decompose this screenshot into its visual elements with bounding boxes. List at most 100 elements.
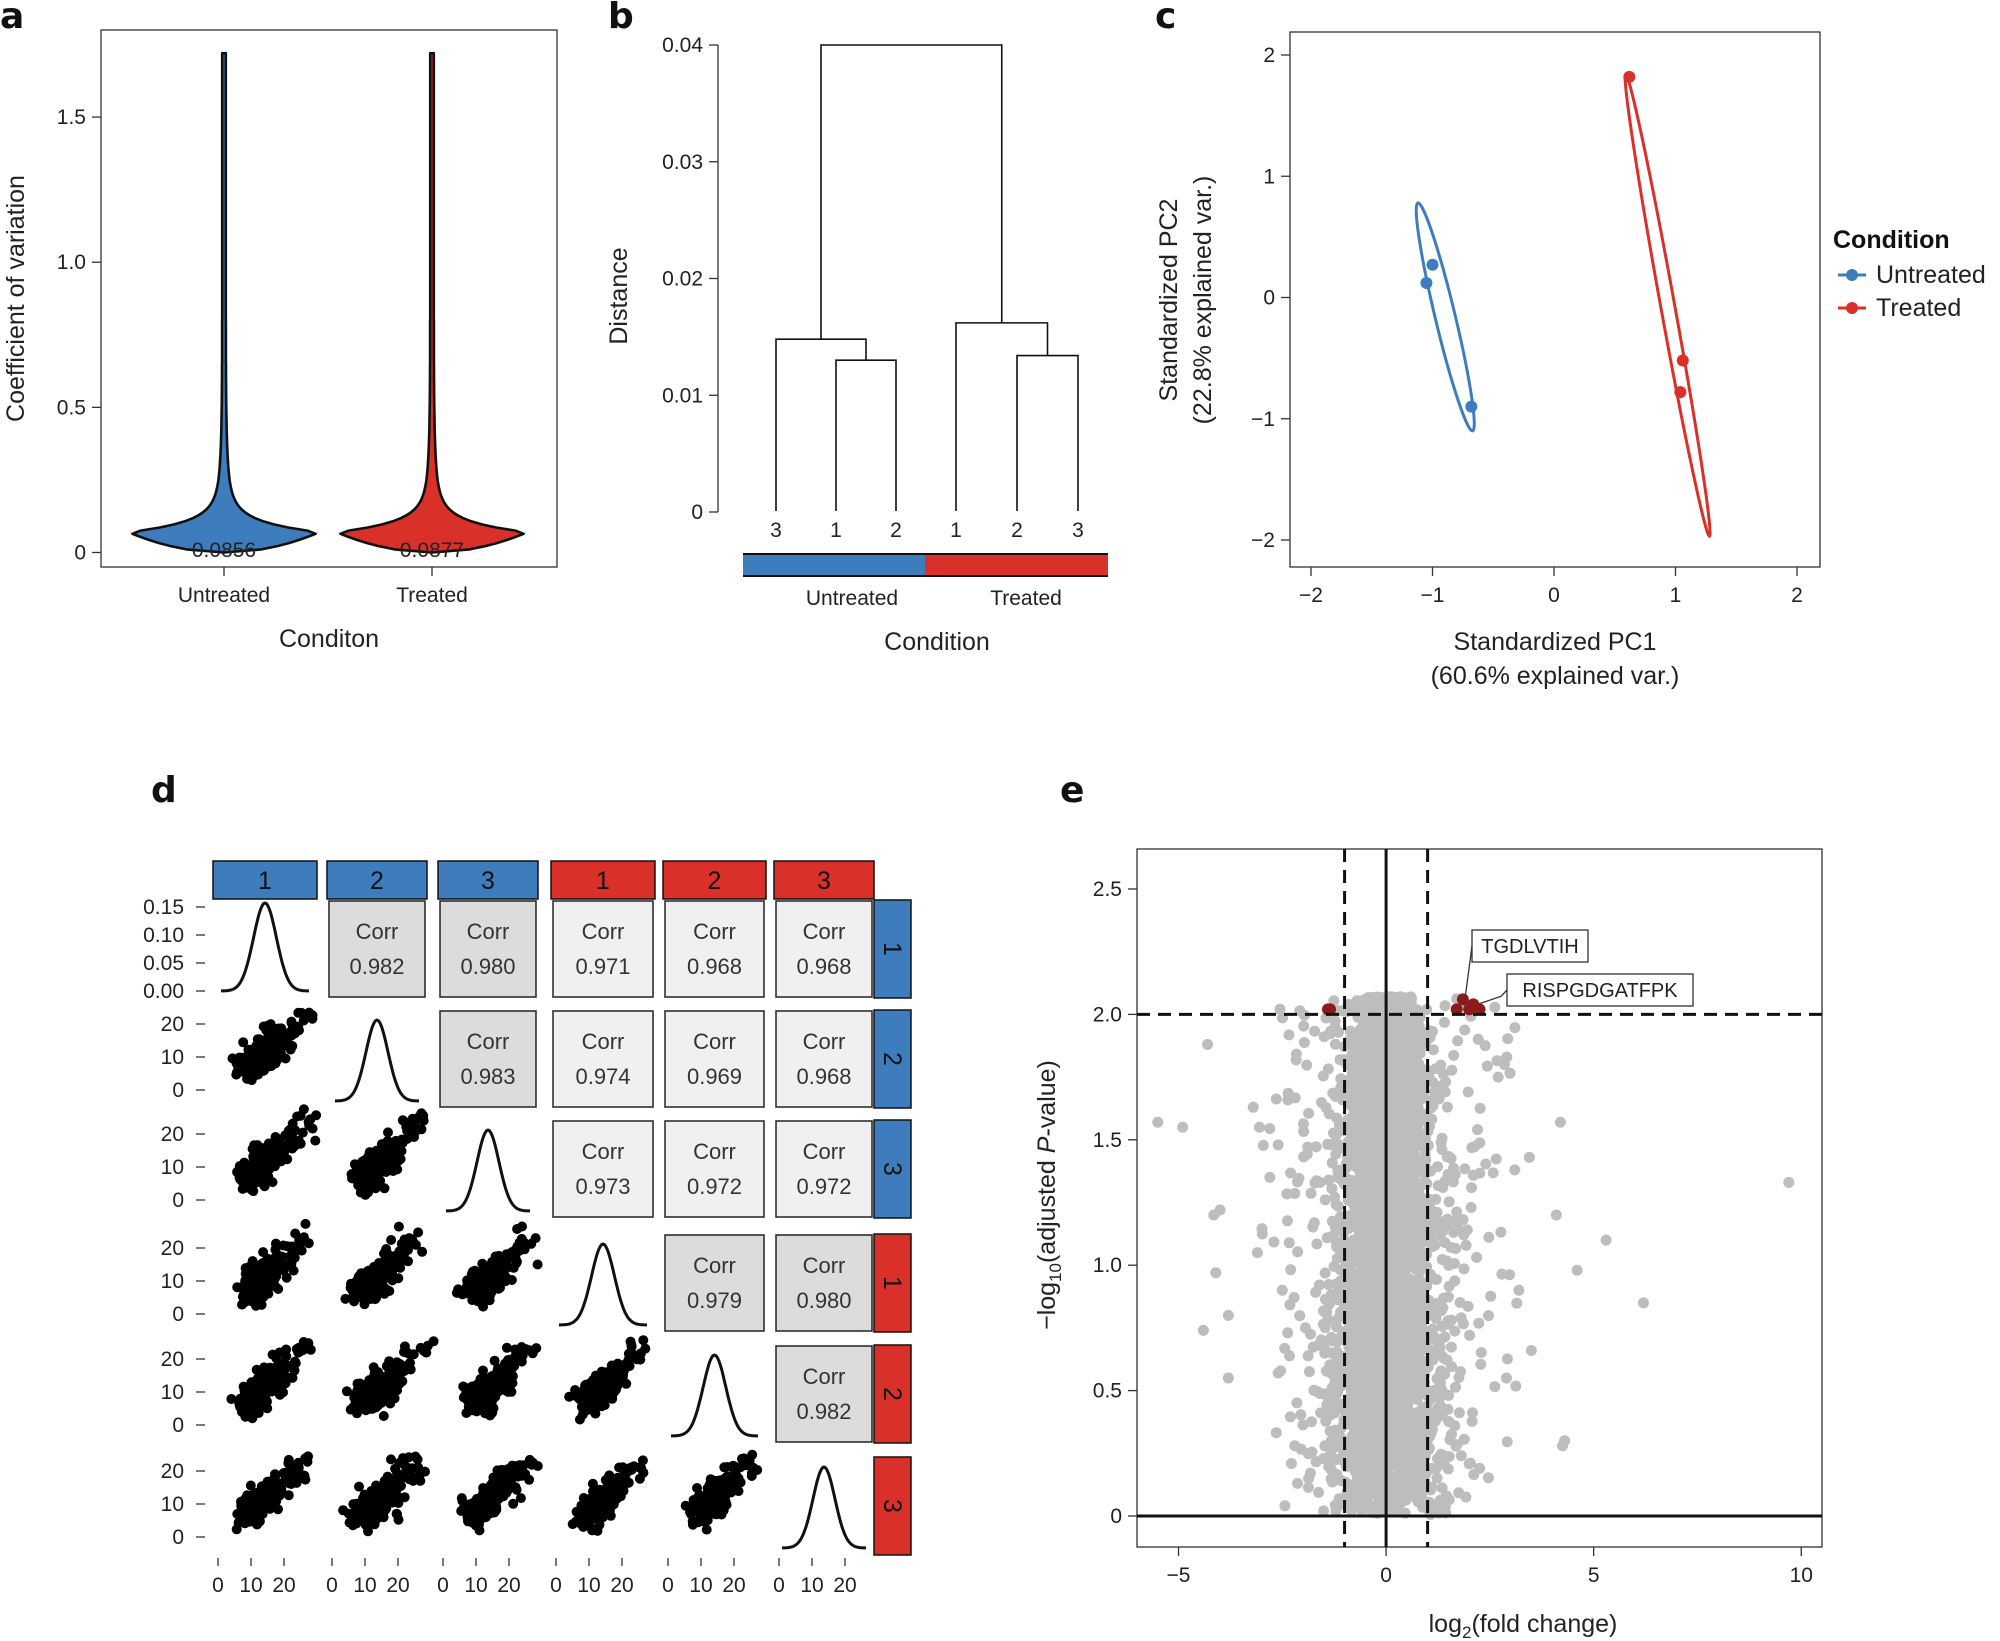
y-tick-label: 1.5 bbox=[57, 106, 86, 129]
scatter-point bbox=[526, 1238, 537, 1249]
scatter-point bbox=[234, 1052, 245, 1063]
dendrogram-branch bbox=[775, 338, 867, 511]
density-curve bbox=[782, 1465, 866, 1550]
strip-top-label: 2 bbox=[708, 867, 722, 895]
leaf-label: 1 bbox=[950, 519, 962, 542]
strip-top-label: 2 bbox=[370, 867, 384, 895]
strip-right-4 bbox=[873, 1344, 912, 1444]
scatter-point bbox=[508, 1262, 519, 1273]
scatter-point bbox=[260, 1145, 271, 1156]
violin-untreated bbox=[131, 51, 317, 554]
scatter-y-tick-label: 20 bbox=[161, 1460, 184, 1483]
corr-cell bbox=[552, 900, 654, 998]
scatter-point bbox=[722, 1462, 733, 1472]
scatter-point bbox=[300, 1218, 311, 1229]
volcano-point bbox=[1504, 1067, 1516, 1079]
scatter-point bbox=[581, 1513, 592, 1524]
scatter-point bbox=[477, 1293, 488, 1304]
scatter-y-tick-label: 20 bbox=[161, 1123, 184, 1146]
volcano-point bbox=[1452, 1035, 1464, 1047]
scatter-point bbox=[383, 1127, 393, 1138]
volcano-point bbox=[1290, 1048, 1302, 1060]
y-tick-label: 0 bbox=[691, 501, 703, 524]
scatter-x-tick-label: 20 bbox=[497, 1574, 520, 1597]
corr-value: 0.971 bbox=[575, 954, 630, 979]
scatter-point bbox=[347, 1173, 357, 1184]
corr-cell bbox=[775, 1234, 873, 1332]
pca-point-treated bbox=[1623, 70, 1636, 83]
density-y-tick-label: 0.15 bbox=[143, 896, 184, 919]
corr-label: Corr bbox=[467, 1029, 510, 1054]
scatter-point bbox=[399, 1492, 410, 1503]
group-bar-treated bbox=[925, 555, 1108, 575]
scatter-point bbox=[617, 1362, 628, 1373]
scatter-point bbox=[382, 1140, 393, 1151]
strip-top-label: 1 bbox=[596, 867, 610, 895]
scatter-y-tick-label: 0 bbox=[172, 1526, 184, 1549]
scatter-point bbox=[393, 1155, 404, 1166]
scatter-y-tick-label: 0 bbox=[172, 1189, 184, 1212]
scatter-point bbox=[310, 1135, 321, 1146]
scatter-point bbox=[267, 1349, 278, 1360]
pca-point-untreated bbox=[1465, 400, 1478, 413]
scatter-point bbox=[478, 1483, 489, 1493]
corr-value: 0.974 bbox=[575, 1064, 630, 1089]
scatter-point bbox=[405, 1470, 416, 1481]
corr-label: Corr bbox=[803, 1139, 846, 1164]
scatter-point bbox=[258, 1247, 269, 1258]
corr-cell bbox=[775, 900, 873, 998]
scatter-point bbox=[487, 1477, 498, 1488]
scatter-point bbox=[340, 1293, 351, 1304]
strip-right-5 bbox=[873, 1456, 912, 1556]
y-tick-label: −2 bbox=[1251, 529, 1275, 552]
strip-top-2 bbox=[437, 860, 539, 900]
scatter-point bbox=[490, 1251, 501, 1262]
scatter-point bbox=[341, 1386, 352, 1397]
scatter-point bbox=[303, 1451, 313, 1462]
dendrogram-branch bbox=[955, 322, 1049, 511]
scatter-y-tick-label: 20 bbox=[161, 1013, 184, 1036]
scatter-point bbox=[269, 1274, 280, 1285]
scatter-point bbox=[273, 1504, 283, 1515]
density-y-tick-label: 0.05 bbox=[143, 952, 184, 975]
corr-label: Corr bbox=[803, 1253, 846, 1278]
scatter-point bbox=[618, 1485, 629, 1496]
volcano-point bbox=[1471, 1251, 1483, 1263]
scatter-point bbox=[733, 1473, 744, 1484]
strip-top-0 bbox=[212, 860, 318, 900]
density-curve bbox=[446, 1128, 530, 1213]
scatter-point bbox=[296, 1007, 307, 1018]
leaf-label: 3 bbox=[770, 519, 782, 542]
scatter-point bbox=[379, 1248, 389, 1259]
scatter-point bbox=[391, 1508, 402, 1519]
scatter-point bbox=[372, 1379, 383, 1390]
scatter-y-tick-label: 0 bbox=[172, 1079, 184, 1102]
scatter-y-tick-label: 10 bbox=[161, 1381, 184, 1404]
scatter-point bbox=[254, 1288, 265, 1299]
scatter-point bbox=[241, 1383, 252, 1394]
scatter-point bbox=[386, 1454, 396, 1465]
scatter-x-tick-label: 20 bbox=[386, 1574, 409, 1597]
scatter-point bbox=[516, 1233, 527, 1244]
scatter-y-tick-label: 0 bbox=[172, 1303, 184, 1326]
scatter-point bbox=[509, 1361, 520, 1371]
corr-value: 0.973 bbox=[575, 1174, 630, 1199]
scatter-x-tick-label: 10 bbox=[689, 1574, 712, 1597]
scatter-point bbox=[413, 1227, 424, 1238]
scatter-point bbox=[363, 1526, 373, 1537]
scatter-point bbox=[365, 1284, 376, 1295]
scatter-point bbox=[733, 1486, 744, 1497]
scatter-point bbox=[606, 1368, 617, 1378]
corr-value: 0.972 bbox=[687, 1174, 742, 1199]
scatter-point bbox=[524, 1454, 535, 1465]
panel-d: d112233112233Corr0.982Corr0.980Corr0.971… bbox=[143, 770, 912, 1597]
corr-cell bbox=[775, 1120, 873, 1218]
scatter-point bbox=[295, 1244, 306, 1255]
x-tick-label: −2 bbox=[1299, 584, 1323, 607]
volcano-point bbox=[1439, 1016, 1450, 1028]
scatter-point bbox=[379, 1486, 390, 1497]
scatter-point bbox=[415, 1475, 426, 1486]
scatter-point bbox=[239, 1511, 250, 1522]
